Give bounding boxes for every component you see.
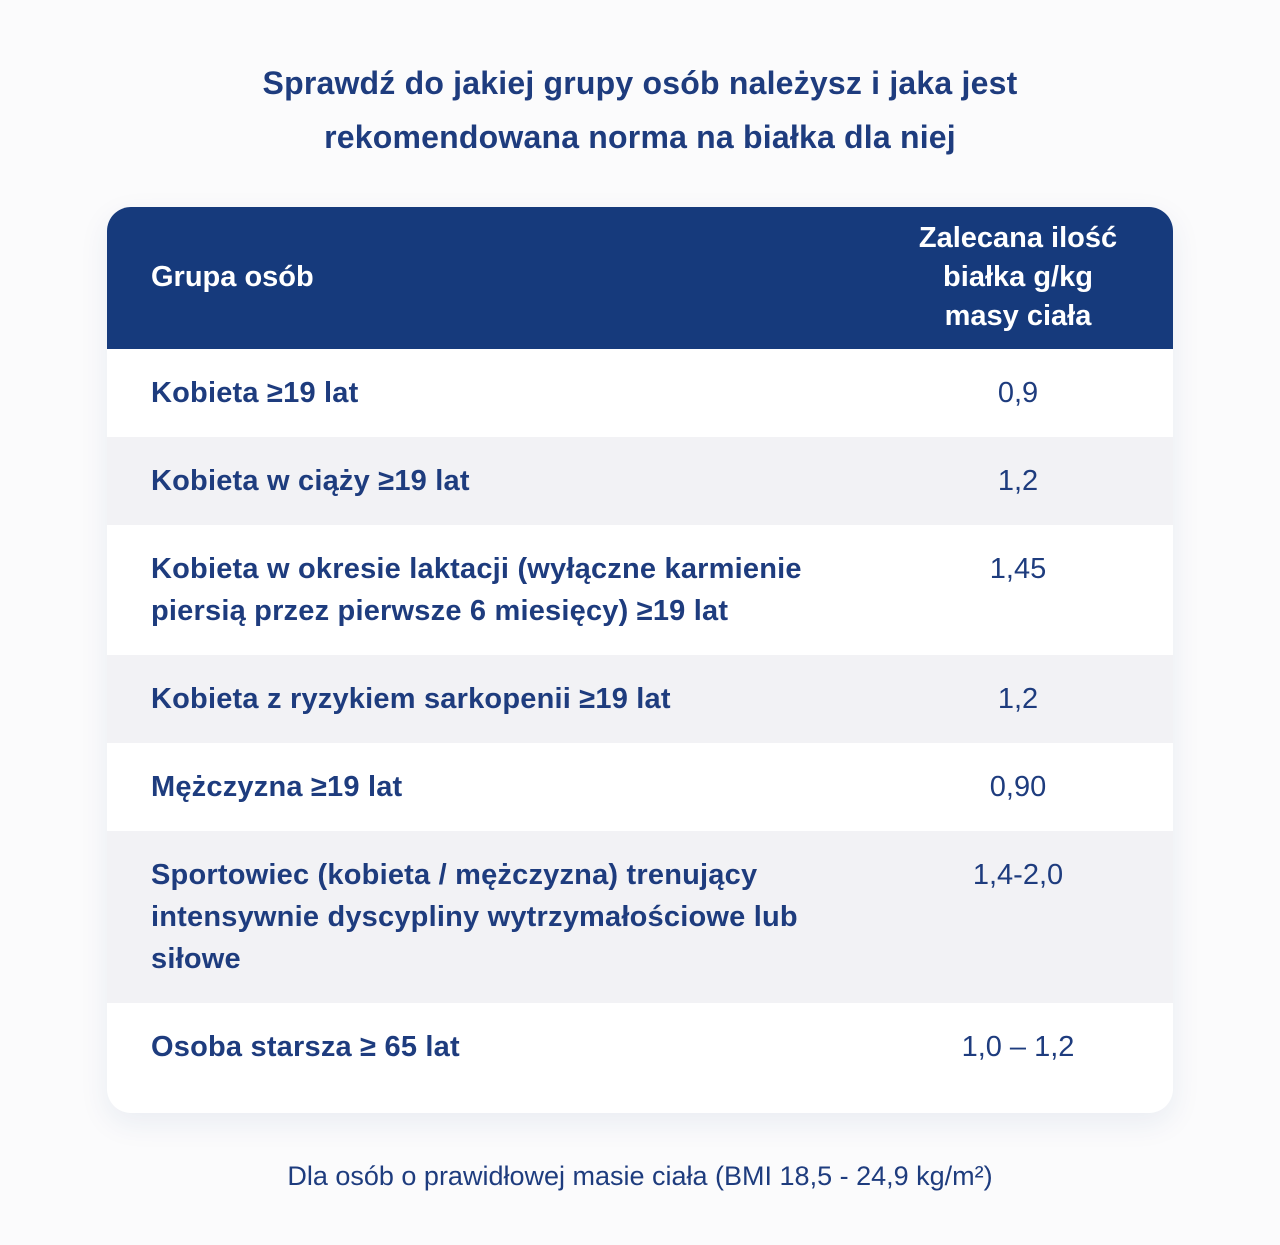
group-cell: Kobieta w ciąży ≥19 lat: [151, 464, 470, 497]
value-cell: 0,90: [989, 771, 1047, 804]
table-header-row: Grupa osób Zalecana ilość białka g/kg ma…: [107, 206, 1173, 349]
bmi-footnote: Dla osób o prawidłowej masie ciała (BMI …: [287, 1161, 993, 1192]
group-cell: Kobieta w okresie laktacji (wyłączne kar…: [151, 552, 802, 627]
table-row: Kobieta ≥19 lat 0,9: [107, 348, 1173, 437]
group-cell: Sportowiec (kobieta / mężczyzna) trenują…: [151, 859, 798, 976]
table-row: Kobieta w ciąży ≥19 lat 1,2: [107, 436, 1173, 525]
column-header-amount-line-3: masy ciała: [944, 300, 1092, 333]
page-title: Sprawdź do jakiej grupy osób należysz i …: [150, 56, 1130, 165]
value-cell: 1,2: [997, 682, 1039, 715]
page-title-line-2: rekomendowana norma na białka dla niej: [324, 119, 956, 156]
value-cell: 1,4-2,0: [972, 859, 1064, 892]
value-cell: 1,0 – 1,2: [961, 1031, 1075, 1064]
table-row: Osoba starsza ≥ 65 lat 1,0 – 1,2: [107, 1003, 1173, 1092]
column-header-amount: Zalecana ilość białka g/kg masy ciała: [873, 219, 1173, 336]
column-header-group: Grupa osób: [151, 261, 314, 294]
page-title-line-1: Sprawdź do jakiej grupy osób należysz i …: [262, 65, 1018, 101]
table-row: Sportowiec (kobieta / mężczyzna) trenują…: [107, 831, 1173, 1004]
value-cell: 0,9: [997, 376, 1039, 409]
value-cell: 1,45: [989, 552, 1047, 585]
column-header-amount-line-1: Zalecana ilość: [918, 222, 1118, 255]
group-cell: Kobieta z ryzykiem sarkopenii ≥19 lat: [151, 682, 671, 715]
table-row: Kobieta w okresie laktacji (wyłączne kar…: [107, 524, 1173, 655]
value-cell: 1,2: [997, 464, 1039, 497]
group-cell: Kobieta ≥19 lat: [151, 376, 359, 409]
group-cell: Osoba starsza ≥ 65 lat: [151, 1031, 460, 1064]
table-row: Mężczyzna ≥19 lat 0,90: [107, 743, 1173, 832]
column-header-amount-line-2: białka g/kg: [943, 261, 1093, 294]
group-cell: Mężczyzna ≥19 lat: [151, 771, 403, 804]
protein-table-card: Grupa osób Zalecana ilość białka g/kg ma…: [107, 206, 1173, 1114]
table-row: Kobieta z ryzykiem sarkopenii ≥19 lat 1,…: [107, 654, 1173, 744]
